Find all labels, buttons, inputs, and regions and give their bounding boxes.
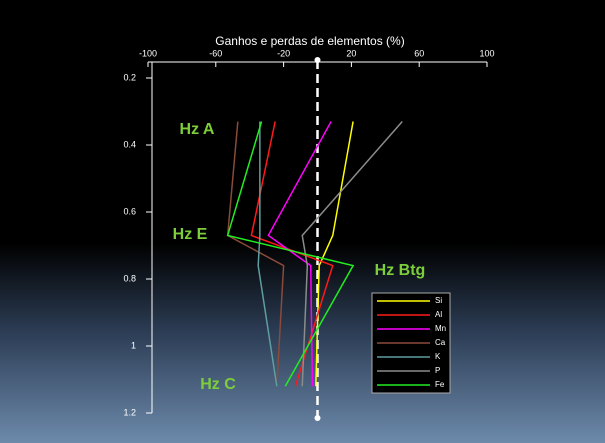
legend-label: P (435, 366, 440, 375)
horizon-label: Hz C (200, 376, 236, 393)
y-tick-label: 0.4 (123, 139, 136, 149)
x-tick-label: -20 (277, 48, 290, 58)
horizon-label: Hz Btg (375, 262, 426, 279)
series-line (257, 121, 278, 387)
y-tick-label: 0.8 (123, 273, 136, 283)
legend-label: K (435, 352, 441, 361)
reference-dot (314, 415, 321, 421)
y-tick-label: 0.6 (123, 206, 136, 216)
legend-label: Al (435, 310, 442, 319)
y-tick-label: 0.2 (123, 72, 136, 82)
x-tick-label: 20 (346, 48, 356, 58)
series-line (301, 121, 403, 387)
series-line (226, 121, 285, 387)
legend-label: Mn (435, 324, 446, 333)
horizon-label: Hz E (173, 226, 208, 243)
x-tick-label: -100 (139, 48, 157, 58)
y-tick-label: 1.2 (123, 407, 136, 417)
legend-label: Fe (435, 380, 445, 389)
series-line (250, 121, 334, 387)
series-line (226, 121, 355, 387)
x-tick-label: -60 (209, 48, 222, 58)
x-tick-label: 100 (479, 48, 494, 58)
reference-dot (314, 57, 321, 63)
chart-title: Ganhos e perdas de elementos (%) (215, 34, 404, 48)
horizon-label: Hz A (180, 121, 215, 138)
legend-label: Si (435, 296, 442, 305)
x-tick-label: 60 (414, 48, 424, 58)
legend-label: Ca (435, 338, 446, 347)
y-tick-label: 1 (131, 340, 136, 350)
series-line (315, 121, 354, 387)
